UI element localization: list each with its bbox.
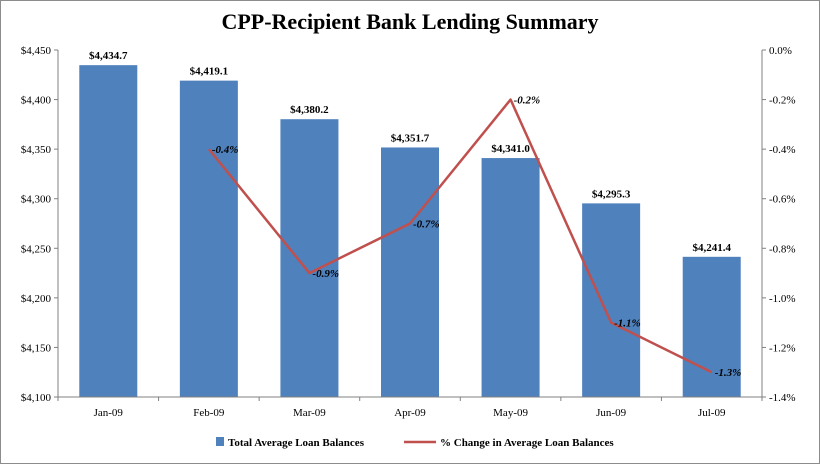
line-data-label: -0.9% (312, 268, 339, 280)
line-data-label: -1.3% (715, 367, 742, 379)
left-tick-label: $4,250 (21, 243, 52, 255)
line-data-label: -1.1% (614, 318, 641, 330)
legend-label-line: % Change in Average Loan Balances (440, 437, 614, 449)
left-tick-label: $4,200 (21, 293, 52, 305)
x-tick-label: Mar-09 (293, 407, 326, 419)
legend-swatch-bar (216, 437, 224, 446)
right-tick-label: -0.2% (769, 95, 796, 107)
line-data-label: -0.2% (514, 95, 541, 107)
chart-title: CPP-Recipient Bank Lending Summary (221, 9, 599, 34)
bar-Jan-09 (79, 65, 138, 397)
left-tick-label: $4,300 (21, 194, 52, 206)
right-tick-label: -1.2% (769, 342, 796, 354)
bar-data-label: $4,241.4 (692, 242, 731, 254)
bar-data-label: $4,351.7 (391, 132, 430, 144)
bar-Feb-09 (179, 80, 238, 398)
bar-data-label: $4,434.7 (89, 50, 128, 62)
x-tick-label: Apr-09 (394, 407, 426, 419)
right-tick-label: -0.8% (769, 243, 796, 255)
line-data-label: -0.4% (212, 144, 239, 156)
x-tick-label: Jan-09 (94, 407, 124, 419)
line-data-label: -0.7% (413, 219, 440, 231)
right-tick-label: -0.6% (769, 194, 796, 206)
pct-change-line (207, 98, 713, 374)
bar-data-label: $4,341.0 (491, 143, 530, 155)
x-tick-label: Feb-09 (193, 407, 225, 419)
bar-data-label: $4,419.1 (190, 66, 229, 78)
left-tick-label: $4,400 (21, 95, 52, 107)
right-tick-label: -1.0% (769, 293, 796, 305)
bar-Jun-09 (582, 203, 641, 397)
bar-Jul-09 (682, 256, 741, 397)
right-tick-label: -1.4% (769, 392, 796, 404)
left-tick-label: $4,350 (21, 144, 52, 156)
bar-May-09 (481, 158, 540, 397)
bar-data-label: $4,295.3 (592, 188, 631, 200)
left-tick-label: $4,150 (21, 342, 52, 354)
x-tick-label: Jul-09 (698, 407, 726, 419)
legend-label-bar: Total Average Loan Balances (228, 437, 365, 449)
bar-Mar-09 (280, 119, 339, 397)
left-tick-label: $4,100 (21, 392, 52, 404)
bar-data-label: $4,380.2 (290, 104, 329, 116)
x-tick-label: Jun-09 (596, 407, 626, 419)
bar-Apr-09 (381, 147, 439, 397)
left-tick-label: $4,450 (21, 45, 52, 57)
x-tick-label: May-09 (493, 407, 528, 419)
right-tick-label: -0.4% (769, 144, 796, 156)
right-tick-label: 0.0% (769, 45, 792, 57)
